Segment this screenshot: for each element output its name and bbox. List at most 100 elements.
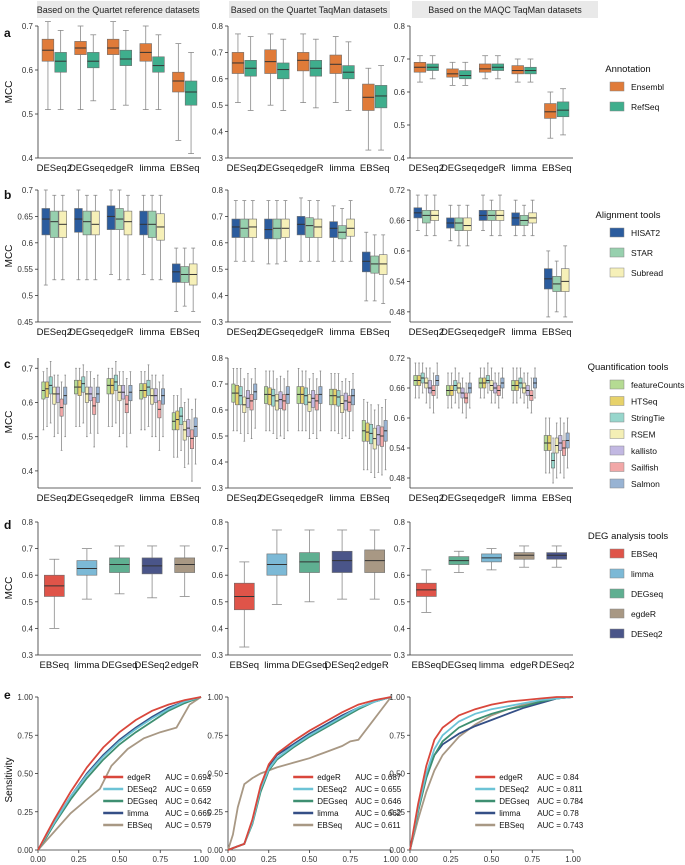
box — [139, 210, 148, 236]
box — [351, 388, 355, 406]
category-label: DESeq2 — [227, 493, 262, 504]
legend-auc: AUC = 0.78 — [537, 809, 579, 818]
chart-e2: 0.000.000.250.250.500.500.750.751.001.00… — [207, 693, 401, 864]
category-label: DEGseq — [441, 660, 477, 671]
y-tick-label: 0.6 — [394, 414, 406, 423]
category-label: limma — [139, 327, 165, 338]
column-header-bg-3 — [412, 1, 598, 18]
category-label: DESeq2 — [227, 327, 262, 338]
legend-label: EBSeq — [127, 821, 152, 830]
box — [52, 386, 57, 405]
category-label: DEGseq — [441, 493, 477, 504]
box — [285, 386, 290, 404]
box — [446, 68, 459, 78]
legend-auc: AUC = 0.642 — [165, 797, 212, 806]
legend-label: limma — [127, 809, 149, 818]
y-tick-label: 0.6 — [22, 398, 34, 407]
legend-swatch — [609, 588, 625, 599]
x-tick-label: 0.50 — [302, 855, 318, 864]
category-label: limma — [329, 327, 355, 338]
y-tick-label: 0.7 — [394, 55, 406, 64]
box — [331, 550, 353, 573]
y-tick-label: 0.4 — [212, 624, 224, 633]
y-tick-label: 0.5 — [212, 265, 224, 274]
y-tick-label: 0.48 — [389, 308, 405, 317]
category-label: edgeR — [296, 493, 324, 504]
y-tick-label: 0.5 — [212, 598, 224, 607]
legend-item: Salmon — [631, 479, 660, 489]
box — [544, 103, 557, 119]
category-label: EBSeq — [412, 660, 442, 671]
legend-item: Sailfish — [631, 463, 659, 473]
y-tick-label: 0.5 — [212, 432, 224, 441]
category-label: EBSeq — [360, 327, 390, 338]
category-label: DEGseq — [259, 327, 295, 338]
box — [422, 210, 431, 224]
category-label: edgeR — [478, 163, 506, 174]
box — [278, 391, 283, 409]
category-label: EBSeq — [170, 327, 200, 338]
legend-item: HISAT2 — [631, 228, 660, 238]
box — [332, 388, 337, 406]
y-tick-label: 0.5 — [22, 110, 34, 119]
y-tick-label: 0.3 — [212, 154, 224, 163]
y-tick-label: 0.5 — [22, 292, 34, 301]
chart-d2: 0.3 0.4 0.5 0.6 0.7 0.8 EBSeq limma DEGseqDESeq2… — [212, 518, 391, 671]
box — [485, 375, 490, 384]
x-tick-label: 0.00 — [402, 855, 418, 864]
category-label: DESeq2 — [409, 327, 444, 338]
box — [146, 379, 151, 396]
box — [76, 560, 98, 576]
category-label: limma — [329, 163, 355, 174]
legend-auc: AUC = 0.84 — [537, 773, 579, 782]
legend-item: DEGseq — [631, 589, 663, 599]
legend-auc: AUC = 0.811 — [537, 785, 583, 794]
panel-letter-e: e — [4, 688, 11, 702]
column-header-3: Based on the MAQC TaqMan datasets — [428, 5, 582, 15]
y-tick-label: 0.00 — [389, 846, 405, 855]
ylabel-d: MCC — [4, 577, 15, 600]
box — [172, 263, 181, 283]
legend-auc: AUC = 0.659 — [165, 785, 212, 794]
box — [311, 390, 316, 408]
legend-swatch — [609, 548, 625, 559]
box — [264, 386, 268, 404]
legend-label: edgeR — [499, 773, 523, 782]
y-tick-label: 0.8 — [212, 186, 224, 195]
chart-d1: 0.3 0.4 0.5 0.6 0.7 0.8 EBSeq limma DEGseqDESeq2… — [22, 518, 201, 671]
legend-auc: AUC = 0.694 — [165, 773, 212, 782]
box — [299, 552, 320, 573]
box — [172, 71, 185, 93]
y-tick-label: 0.6 — [394, 571, 406, 580]
box — [370, 255, 379, 274]
chart-e3: 0.000.00 0.25 0.25 0.50 0.50 0.75 0.75 1.00 1.00… — [389, 693, 583, 864]
chart-d3: 0.3 0.4 0.5 0.6 0.7 0.8 EBSeq DEGseq limma edgeR D… — [394, 518, 575, 671]
y-tick-label: 0.6 — [22, 239, 34, 248]
column-header-bg-1 — [37, 1, 200, 18]
roc-curve-edger — [227, 696, 392, 851]
category-label: DESeq2 — [227, 163, 262, 174]
box — [54, 52, 67, 73]
y-tick-label: 0.8 — [212, 518, 224, 527]
category-label: limma — [511, 163, 537, 174]
y-tick-label: 0.4 — [212, 458, 224, 467]
y-tick-label: 0.7 — [212, 545, 224, 554]
category-label: DESeq2 — [409, 493, 444, 504]
y-tick-label: 0.00 — [17, 846, 33, 855]
box — [55, 386, 60, 403]
box — [81, 376, 86, 393]
legend-item: HTSeq — [631, 397, 658, 407]
y-tick-label: 0.8 — [212, 22, 224, 31]
box — [556, 101, 570, 118]
y-tick-label: 0.75 — [207, 731, 223, 740]
legend-swatch — [609, 227, 625, 238]
box — [245, 390, 250, 408]
box — [91, 210, 100, 236]
box — [329, 388, 334, 406]
x-tick-label: 0.50 — [112, 855, 128, 864]
legend-label: edgeR — [317, 773, 341, 782]
legend-auc: AUC = 0.579 — [165, 821, 212, 830]
